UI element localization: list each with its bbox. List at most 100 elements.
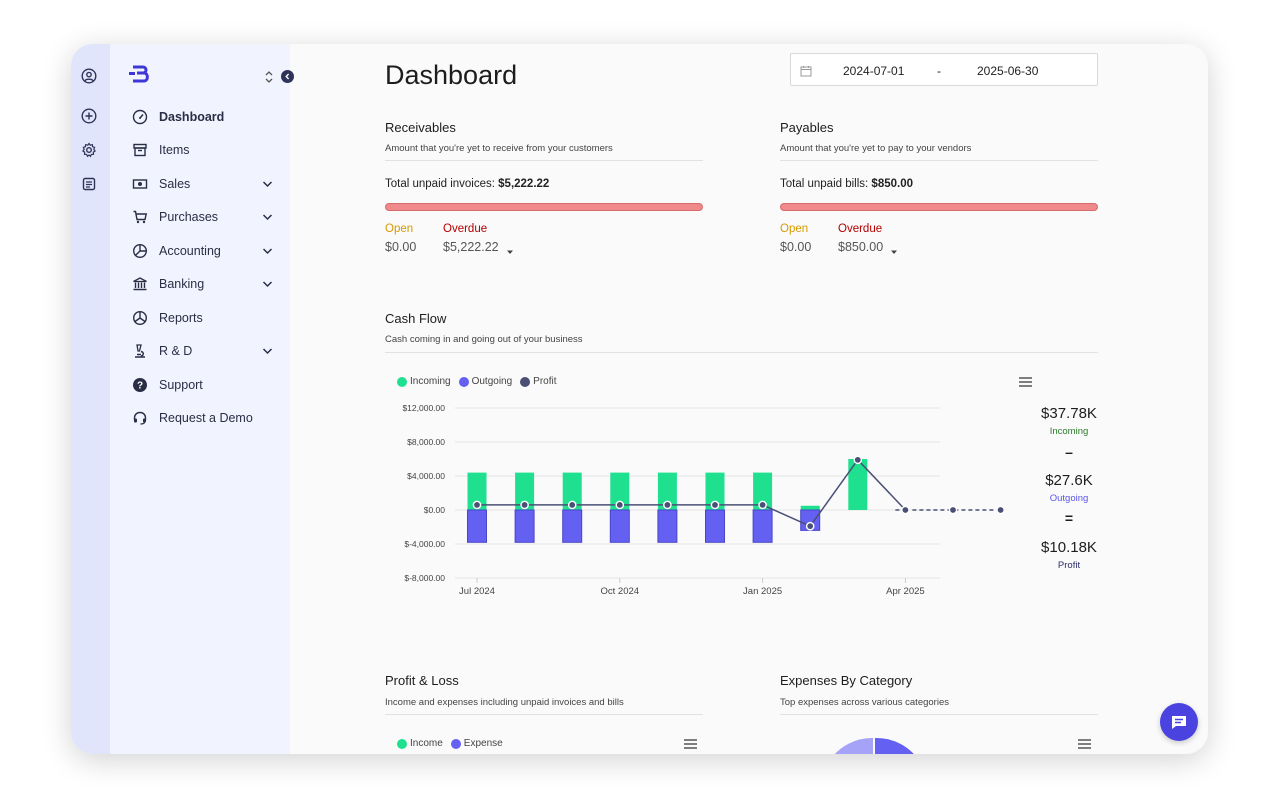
bar-outgoing (514, 509, 535, 543)
chevron-down-icon[interactable] (262, 208, 273, 226)
profit-summary-value: $10.18K (1041, 539, 1097, 556)
headset-icon (132, 410, 148, 426)
user-profile-icon[interactable] (80, 67, 98, 85)
gear-icon[interactable] (80, 141, 98, 159)
cash-icon (132, 176, 148, 192)
chevron-down-icon[interactable] (262, 175, 273, 193)
sidebar-item-reports[interactable]: Reports (110, 303, 290, 333)
legend-dot (397, 376, 407, 387)
sidebar-item-label: Dashboard (159, 110, 225, 124)
outgoing-summary-label: Outgoing (1049, 493, 1089, 504)
bar-outgoing (705, 509, 725, 543)
date-range-picker[interactable]: 2024-07-01 - 2025-06-30 (790, 53, 1098, 86)
sidebar-item-dashboard[interactable]: Dashboard (110, 102, 290, 132)
bar-incoming (800, 505, 820, 510)
gauge-icon (132, 109, 148, 125)
divider (385, 714, 703, 715)
profit-point (948, 505, 958, 515)
legend-dot (458, 376, 469, 387)
sidebar: Dashboard Items Sales Purchases Accounti… (110, 44, 294, 754)
legend-item-expense[interactable]: Expense (450, 738, 503, 749)
notes-icon[interactable] (80, 175, 98, 193)
legend-item-income[interactable]: Income (397, 738, 443, 749)
profit-point (996, 505, 1005, 515)
legend-item-profit[interactable]: Profit (520, 376, 557, 387)
total-label: Total unpaid bills: (780, 178, 872, 190)
profit-point (520, 500, 529, 510)
receivables-total: Total unpaid invoices: $5,222.22 (385, 178, 549, 190)
sidebar-item-purchases[interactable]: Purchases (110, 202, 290, 232)
sidebar-item-items[interactable]: Items (110, 135, 290, 165)
archive-icon (132, 142, 148, 158)
cashflow-legend: Incoming Outgoing Profit (397, 376, 565, 387)
sort-switch-icon[interactable] (264, 70, 274, 89)
profit-point (615, 500, 625, 510)
sidebar-item-label: Items (159, 143, 190, 157)
sidebar-item-banking[interactable]: Banking (110, 269, 290, 299)
divider (780, 714, 1098, 715)
caret-down-icon[interactable] (890, 243, 898, 261)
y-tick-label: $0.00 (424, 505, 446, 515)
y-tick-label: $-4,000.00 (404, 539, 445, 549)
legend-item-incoming[interactable]: Incoming (397, 376, 451, 387)
x-tick-label: Jan 2025 (743, 586, 782, 597)
outgoing-summary-value: $27.6K (1045, 472, 1093, 489)
incoming-summary-label: Incoming (1049, 426, 1089, 437)
bar-outgoing (562, 509, 583, 543)
chevron-down-icon[interactable] (262, 242, 273, 260)
main-content: Dashboard 2024-07-01 - 2025-06-30 Receiv… (290, 44, 1208, 754)
bar-incoming (705, 472, 725, 510)
chart-menu-icon[interactable] (1078, 736, 1091, 754)
overdue-value: $5,222.22 (443, 240, 499, 254)
chevron-down-icon[interactable] (262, 275, 273, 293)
chevron-down-icon[interactable] (262, 342, 273, 360)
sidebar-item-label: Purchases (159, 210, 219, 224)
legend-label: Incoming (410, 376, 451, 387)
divider (385, 352, 1098, 353)
sidebar-item-label: Sales (159, 177, 191, 191)
legend-dot (520, 376, 531, 387)
profit-loss-title: Profit & Loss (385, 673, 459, 688)
sidebar-item-label: Support (159, 378, 203, 392)
collapse-sidebar-button[interactable] (281, 70, 294, 83)
sidebar-item-accounting[interactable]: Accounting (110, 236, 290, 266)
sidebar-item-request-demo[interactable]: Request a Demo (110, 403, 290, 433)
divider (385, 160, 703, 161)
receivables-title: Receivables (385, 120, 456, 135)
sidebar-item-support[interactable]: ? Support (110, 370, 290, 400)
add-circle-icon[interactable] (80, 107, 98, 125)
help-icon: ? (132, 377, 148, 393)
total-value: $850.00 (871, 178, 913, 190)
date-end-input[interactable]: 2025-06-30 (977, 64, 1039, 78)
brand-logo-icon[interactable] (129, 65, 151, 88)
receivables-progress-bar (385, 203, 703, 211)
open-value: $0.00 (385, 240, 417, 254)
cart-icon (132, 209, 148, 225)
report-pie-icon (132, 310, 148, 326)
equals-sign: = (1064, 510, 1074, 526)
date-separator: - (937, 64, 941, 78)
bar-incoming (753, 472, 773, 510)
sidebar-item-sales[interactable]: Sales (110, 169, 290, 199)
incoming-summary-value: $37.78K (1041, 405, 1097, 422)
profit-loss-legend: Income Expense (397, 738, 511, 749)
cashflow-subtitle: Cash coming in and going out of your bus… (385, 334, 583, 345)
microscope-icon (132, 343, 148, 359)
sidebar-item-label: Reports (159, 311, 203, 325)
payables-subtitle: Amount that you're yet to pay to your ve… (780, 143, 972, 154)
profit-point (472, 500, 482, 510)
chart-menu-icon[interactable] (684, 736, 697, 754)
chevron-left-icon (285, 73, 290, 80)
chat-button[interactable] (1160, 703, 1198, 741)
date-start-input[interactable]: 2024-07-01 (843, 64, 905, 78)
legend-item-outgoing[interactable]: Outgoing (458, 376, 512, 387)
bar-incoming (610, 472, 630, 510)
overdue-label: Overdue (443, 223, 488, 235)
bar-outgoing (609, 509, 630, 543)
open-label: Open (385, 223, 414, 235)
profit-point (901, 505, 910, 515)
sidebar-item-r-and-d[interactable]: R & D (110, 336, 290, 366)
chart-menu-icon[interactable] (1019, 374, 1032, 392)
open-value: $0.00 (780, 240, 812, 254)
caret-down-icon[interactable] (506, 243, 514, 261)
